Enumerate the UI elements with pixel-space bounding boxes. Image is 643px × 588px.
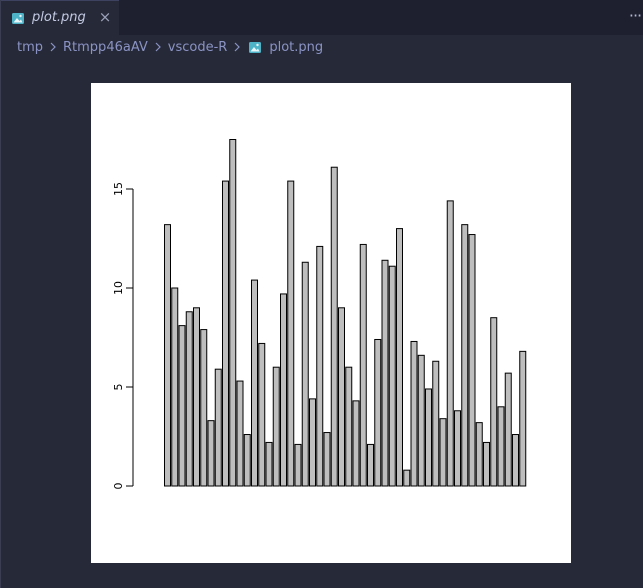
bar-4: [185, 311, 193, 487]
bar-28: [359, 243, 367, 487]
bar-23: [323, 432, 331, 487]
tab-plot-png[interactable]: plot.png ×: [1, 0, 119, 35]
bar-42: [461, 224, 469, 487]
bar-5: [193, 307, 200, 487]
bar-50: [519, 350, 527, 487]
bar-30: [374, 338, 382, 487]
bar-14: [258, 342, 266, 487]
breadcrumb-item-vscode-r[interactable]: vscode-R: [167, 39, 228, 55]
bar-12: [243, 434, 251, 487]
bar-24: [330, 166, 338, 487]
y-tick-label: 15: [112, 182, 125, 196]
bar-33: [396, 228, 403, 487]
chevron-right-icon: [50, 42, 56, 52]
bar-35: [410, 340, 418, 487]
chevron-right-icon: [234, 42, 241, 52]
bar-48: [504, 372, 512, 487]
bar-9: [222, 180, 229, 487]
tab-label: plot.png: [32, 10, 86, 25]
bar-19: [294, 443, 302, 487]
bar-31: [381, 259, 389, 487]
bar-1: [164, 224, 171, 487]
more-actions-icon[interactable]: ···: [628, 6, 642, 25]
bar-46: [490, 317, 498, 487]
bar-3: [178, 325, 186, 487]
bar-16: [272, 366, 280, 487]
bar-49: [512, 434, 519, 487]
bar-39: [439, 418, 447, 487]
bar-22: [316, 245, 324, 487]
close-icon[interactable]: ×: [98, 8, 112, 26]
y-tick-label: 10: [112, 281, 125, 295]
bar-chart: 0 5 10 15: [112, 139, 527, 490]
bar-18: [287, 180, 295, 487]
plot-image: 0 5 10 15: [91, 83, 571, 563]
bar-27: [352, 400, 360, 487]
image-file-icon: [249, 41, 262, 53]
breadcrumb-item-rtmpp46aav[interactable]: Rtmpp46aAV: [63, 39, 148, 55]
bar-26: [345, 366, 353, 487]
bar-7: [207, 420, 215, 487]
bar-6: [200, 329, 208, 487]
bar-2: [171, 287, 179, 487]
bar-40: [446, 200, 454, 487]
bar-13: [251, 279, 258, 487]
bar-32: [388, 265, 396, 487]
bar-44: [475, 422, 483, 487]
bar-34: [403, 469, 411, 487]
bar-11: [236, 380, 244, 487]
bar-25: [338, 307, 345, 487]
bar-45: [483, 441, 490, 487]
bar-10: [229, 139, 237, 487]
bar-47: [497, 406, 505, 487]
bar-17: [280, 293, 287, 487]
tab-bar: plot.png × ···: [1, 0, 643, 35]
bar-36: [417, 354, 425, 487]
chevron-right-icon: [155, 42, 161, 52]
bar-38: [432, 360, 440, 487]
breadcrumb-item-plot-png[interactable]: plot.png: [269, 39, 324, 55]
y-tick-label: 0: [112, 483, 125, 490]
bar-37: [425, 388, 432, 487]
bar-41: [454, 410, 461, 487]
bar-20: [301, 261, 309, 487]
y-tick-label: 5: [112, 384, 125, 391]
bar-29: [367, 443, 374, 487]
bar-43: [468, 234, 476, 487]
bar-21: [309, 398, 316, 487]
bar-8: [214, 368, 222, 487]
bar-15: [265, 441, 273, 487]
breadcrumb-item-tmp[interactable]: tmp: [17, 39, 44, 55]
breadcrumb: tmp Rtmpp46aAV vscode-R plot.png: [17, 38, 323, 56]
image-file-icon: [12, 13, 24, 24]
